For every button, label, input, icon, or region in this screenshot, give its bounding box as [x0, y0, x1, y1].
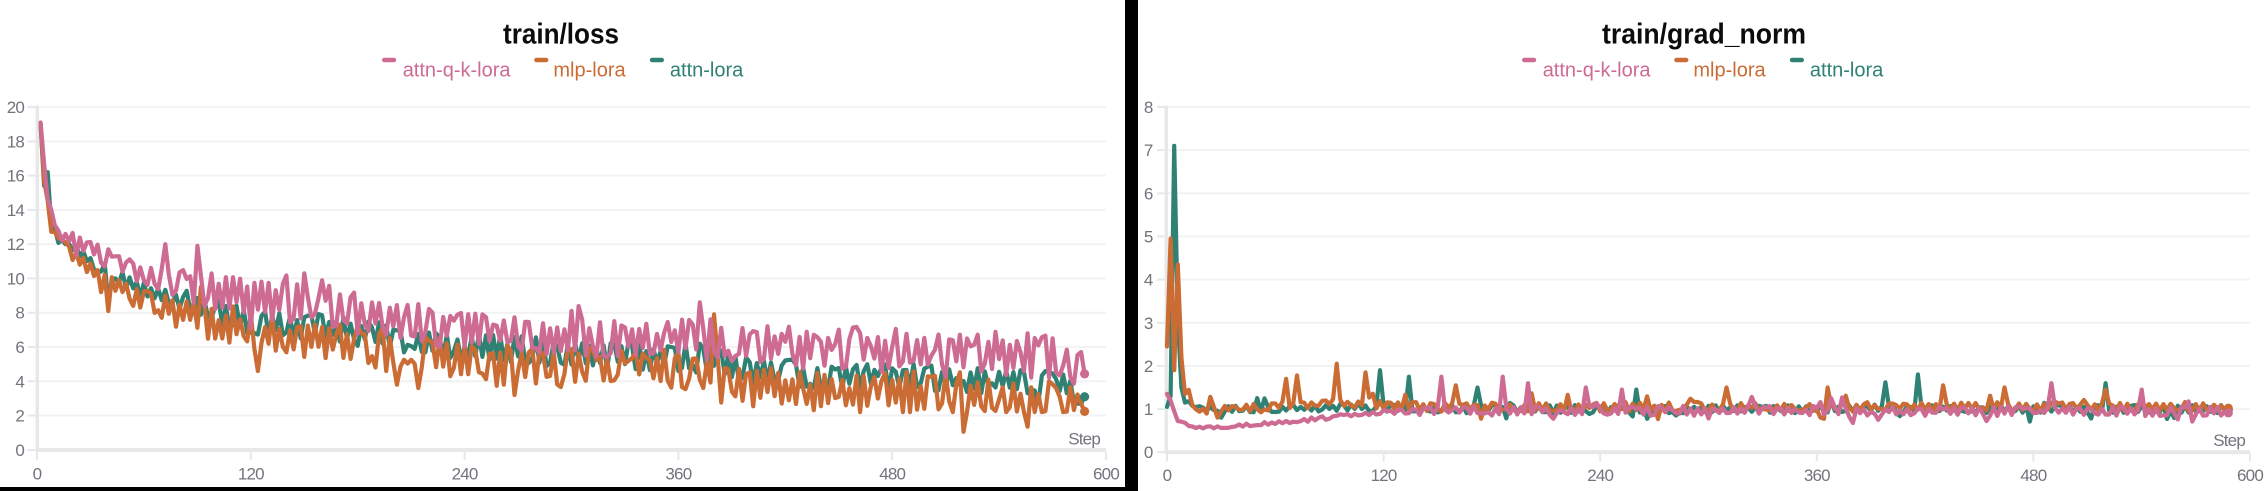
- svg-text:18: 18: [7, 132, 25, 151]
- svg-text:10: 10: [7, 269, 25, 288]
- svg-text:14: 14: [7, 201, 25, 220]
- svg-text:120: 120: [238, 465, 264, 484]
- svg-text:0: 0: [1144, 443, 1153, 462]
- svg-text:360: 360: [665, 465, 691, 484]
- svg-text:16: 16: [7, 167, 25, 186]
- svg-text:7: 7: [1144, 141, 1153, 160]
- svg-text:2: 2: [1144, 357, 1153, 376]
- svg-text:0: 0: [15, 441, 24, 460]
- svg-text:360: 360: [1804, 466, 1830, 485]
- svg-text:train/grad_norm: train/grad_norm: [1602, 19, 1806, 51]
- svg-text:6: 6: [1144, 184, 1153, 203]
- svg-text:mlp-lora: mlp-lora: [1693, 60, 1766, 82]
- svg-text:20: 20: [7, 98, 25, 117]
- svg-text:4: 4: [15, 372, 24, 391]
- svg-text:240: 240: [1587, 466, 1613, 485]
- svg-text:1: 1: [1144, 400, 1153, 419]
- svg-text:attn-q-k-lora: attn-q-k-lora: [1543, 60, 1652, 82]
- svg-text:Step: Step: [2213, 431, 2245, 450]
- svg-text:attn-lora: attn-lora: [670, 60, 744, 82]
- svg-text:5: 5: [1144, 227, 1153, 246]
- svg-text:mlp-lora: mlp-lora: [553, 60, 626, 82]
- svg-text:0: 0: [1163, 466, 1172, 485]
- svg-text:3: 3: [1144, 314, 1153, 333]
- svg-text:train/loss: train/loss: [503, 19, 619, 51]
- svg-text:2: 2: [15, 407, 24, 426]
- svg-text:120: 120: [1371, 466, 1397, 485]
- svg-text:600: 600: [1093, 465, 1119, 484]
- svg-text:6: 6: [15, 338, 24, 357]
- svg-text:480: 480: [879, 465, 905, 484]
- svg-text:4: 4: [1144, 271, 1153, 290]
- svg-text:attn-lora: attn-lora: [1810, 60, 1884, 82]
- svg-text:600: 600: [2237, 466, 2263, 485]
- svg-text:12: 12: [7, 235, 25, 254]
- svg-text:Step: Step: [1068, 430, 1100, 449]
- svg-text:8: 8: [15, 304, 24, 323]
- svg-text:0: 0: [33, 465, 42, 484]
- svg-text:attn-q-k-lora: attn-q-k-lora: [403, 60, 512, 82]
- svg-text:240: 240: [452, 465, 478, 484]
- svg-text:8: 8: [1144, 98, 1153, 117]
- svg-text:480: 480: [2020, 466, 2046, 485]
